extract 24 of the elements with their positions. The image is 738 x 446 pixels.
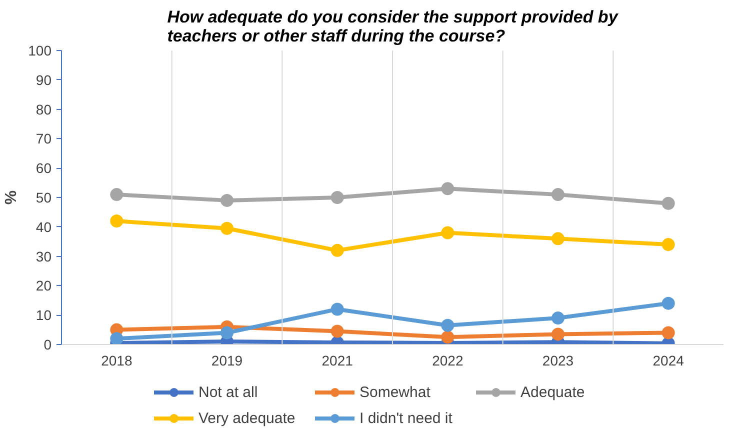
y-tick-label: 70 xyxy=(36,130,52,147)
x-tick-label: 2018 xyxy=(101,352,132,368)
legend-label: Somewhat xyxy=(360,382,432,402)
x-tick-label: 2022 xyxy=(432,352,464,368)
legend-label: Very adequate xyxy=(198,408,296,428)
x-tick-label: 2019 xyxy=(211,352,243,368)
y-tick-label: 100 xyxy=(28,42,52,58)
y-tick-label: 20 xyxy=(36,278,52,294)
y-tick-label: 90 xyxy=(36,72,52,88)
y-tick-label: 40 xyxy=(36,218,52,235)
x-tick-label: 2021 xyxy=(322,352,354,368)
chart-title: How adequate do you consider the support provided by teachers or other staff during the course? xyxy=(167,8,620,46)
y-tick-label: 50 xyxy=(36,190,52,206)
y-tick-label: 60 xyxy=(36,160,52,176)
legend-label: Not at all xyxy=(198,382,259,402)
x-tick-label: 2023 xyxy=(542,352,574,368)
y-tick-label: 80 xyxy=(36,101,52,118)
legend-label: Adequate xyxy=(520,382,586,402)
x-tick-label: 2024 xyxy=(652,352,684,368)
legend-label: I didn't need it xyxy=(360,408,454,428)
y-tick-label: 0 xyxy=(44,336,52,352)
y-tick-label: 10 xyxy=(36,307,52,324)
y-axis-title: % xyxy=(3,190,20,205)
y-tick-label: 30 xyxy=(36,248,52,264)
